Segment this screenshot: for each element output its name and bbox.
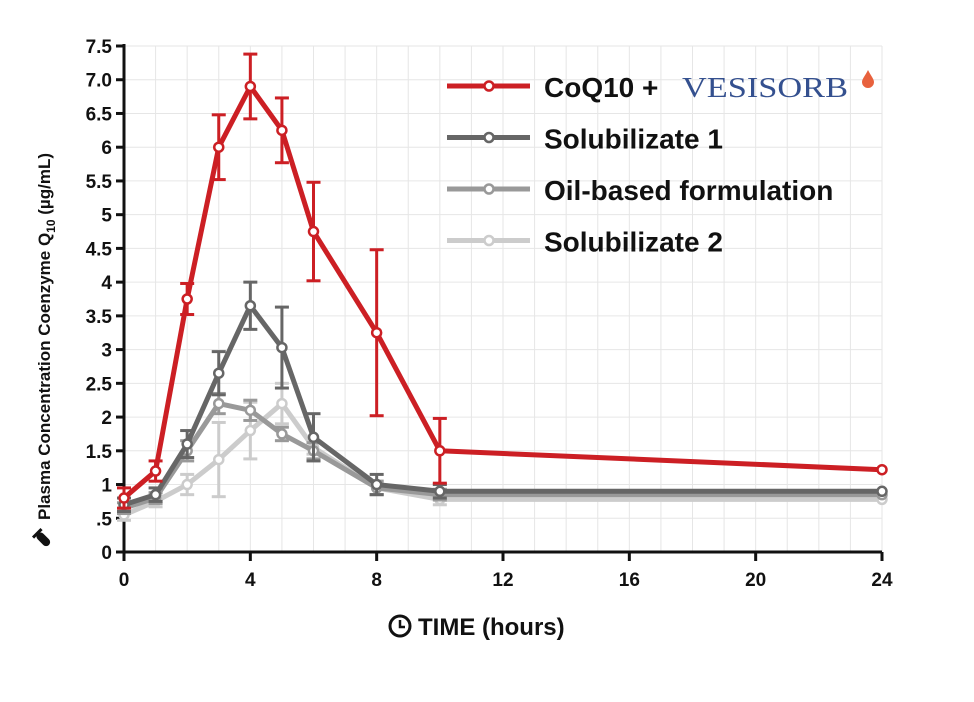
y-tick-label: 1.5	[86, 442, 113, 463]
data-point	[434, 445, 446, 457]
x-tick-label: 20	[745, 570, 766, 591]
series-coq10-	[117, 52, 888, 510]
x-axis-label: TIME (hours)	[388, 614, 565, 641]
data-point	[213, 141, 225, 153]
y-label-unit: (µg/mL)	[35, 153, 54, 219]
test-tube-icon	[31, 527, 51, 547]
series-layer	[117, 52, 888, 522]
y-tick-label: 5.5	[86, 172, 113, 193]
y-tick-label: 1	[101, 476, 112, 497]
data-point	[276, 428, 288, 440]
data-point	[434, 485, 446, 498]
data-point	[876, 463, 888, 476]
legend-label: CoQ10 +	[544, 72, 658, 103]
x-tick-label: 4	[245, 570, 256, 591]
data-point	[244, 404, 257, 417]
data-point	[276, 341, 288, 354]
x-tick-label: 16	[619, 570, 640, 591]
x-tick-label: 12	[492, 570, 513, 591]
data-point	[149, 465, 162, 477]
legend-item: Solubilizate 1	[447, 124, 723, 155]
y-tick-label: 3	[101, 341, 112, 362]
data-point	[307, 225, 320, 238]
x-label: TIME (hours)	[418, 614, 565, 641]
legend-swatch-marker	[483, 183, 495, 195]
y-tick-label: 5	[101, 206, 112, 227]
data-point	[213, 367, 225, 379]
y-tick-label: 2	[101, 408, 112, 429]
y-tick-label: 6.5	[86, 104, 113, 125]
legend-item: Oil-based formulation	[447, 175, 833, 206]
data-point	[370, 326, 383, 339]
data-point	[181, 478, 193, 491]
legend-item: Solubilizate 2	[447, 227, 723, 258]
series-line	[122, 83, 883, 500]
legend: CoQ10 + VESISORB Solubilizate 1 Oil-based …	[447, 70, 874, 258]
grid	[124, 45, 883, 552]
legend-swatch-marker	[483, 234, 495, 247]
data-point	[244, 299, 257, 312]
legend-item: CoQ10 + VESISORB	[447, 70, 874, 104]
y-label-main: Plasma Concentration Coenzyme Q	[35, 233, 54, 520]
x-tick-label: 8	[371, 570, 382, 591]
axes: 0 .5 1 1.5 2 2.5 3 3.5 4 4.5 5 5.5 6 6.5 7.0 7.5 0 4 8 12 16…	[86, 37, 893, 591]
data-point	[276, 397, 288, 410]
y-label-sub: 10	[44, 219, 58, 233]
data-point	[370, 478, 383, 491]
series-line	[123, 401, 882, 511]
data-point	[213, 453, 225, 466]
legend-label: Solubilizate 1	[544, 124, 723, 155]
y-tick-label: 6	[101, 138, 112, 159]
data-point	[244, 80, 257, 93]
legend-swatch-marker	[483, 80, 495, 92]
y-tick-label: 4	[101, 273, 112, 294]
legend-label: Oil-based formulation	[544, 175, 833, 206]
y-tick-label: 2.5	[86, 374, 113, 395]
droplet-icon	[862, 70, 874, 88]
data-point	[118, 492, 130, 504]
x-tick-label: 0	[119, 570, 130, 591]
data-point	[307, 431, 320, 444]
data-point	[181, 438, 193, 450]
series-line	[123, 303, 882, 508]
y-tick-label: 7.5	[86, 37, 113, 58]
x-tick-label: 24	[871, 570, 893, 591]
clock-icon	[388, 614, 412, 638]
y-tick-label: 3.5	[86, 307, 113, 328]
vesisorb-logo: VESISORB	[682, 73, 848, 104]
legend-label: Solubilizate 2	[544, 227, 723, 258]
y-tick-label: 4.5	[86, 239, 113, 260]
y-tick-label: .5	[96, 509, 112, 530]
data-point	[244, 424, 257, 437]
data-point	[876, 485, 888, 498]
svg-text:Plasma Concentration Coenzyme: Plasma Concentration Coenzyme Q10 (µg/mL…	[35, 153, 58, 520]
y-tick-label: 0	[101, 543, 112, 564]
legend-swatch-marker	[483, 131, 495, 144]
series-solubilizate-1	[117, 280, 888, 514]
data-point	[149, 488, 162, 501]
data-point	[181, 293, 193, 305]
data-point	[276, 124, 288, 137]
y-tick-label: 7.0	[86, 71, 112, 92]
y-axis-label: Plasma Concentration Coenzyme Q10 (µg/mL…	[31, 153, 58, 547]
data-point	[213, 397, 225, 410]
